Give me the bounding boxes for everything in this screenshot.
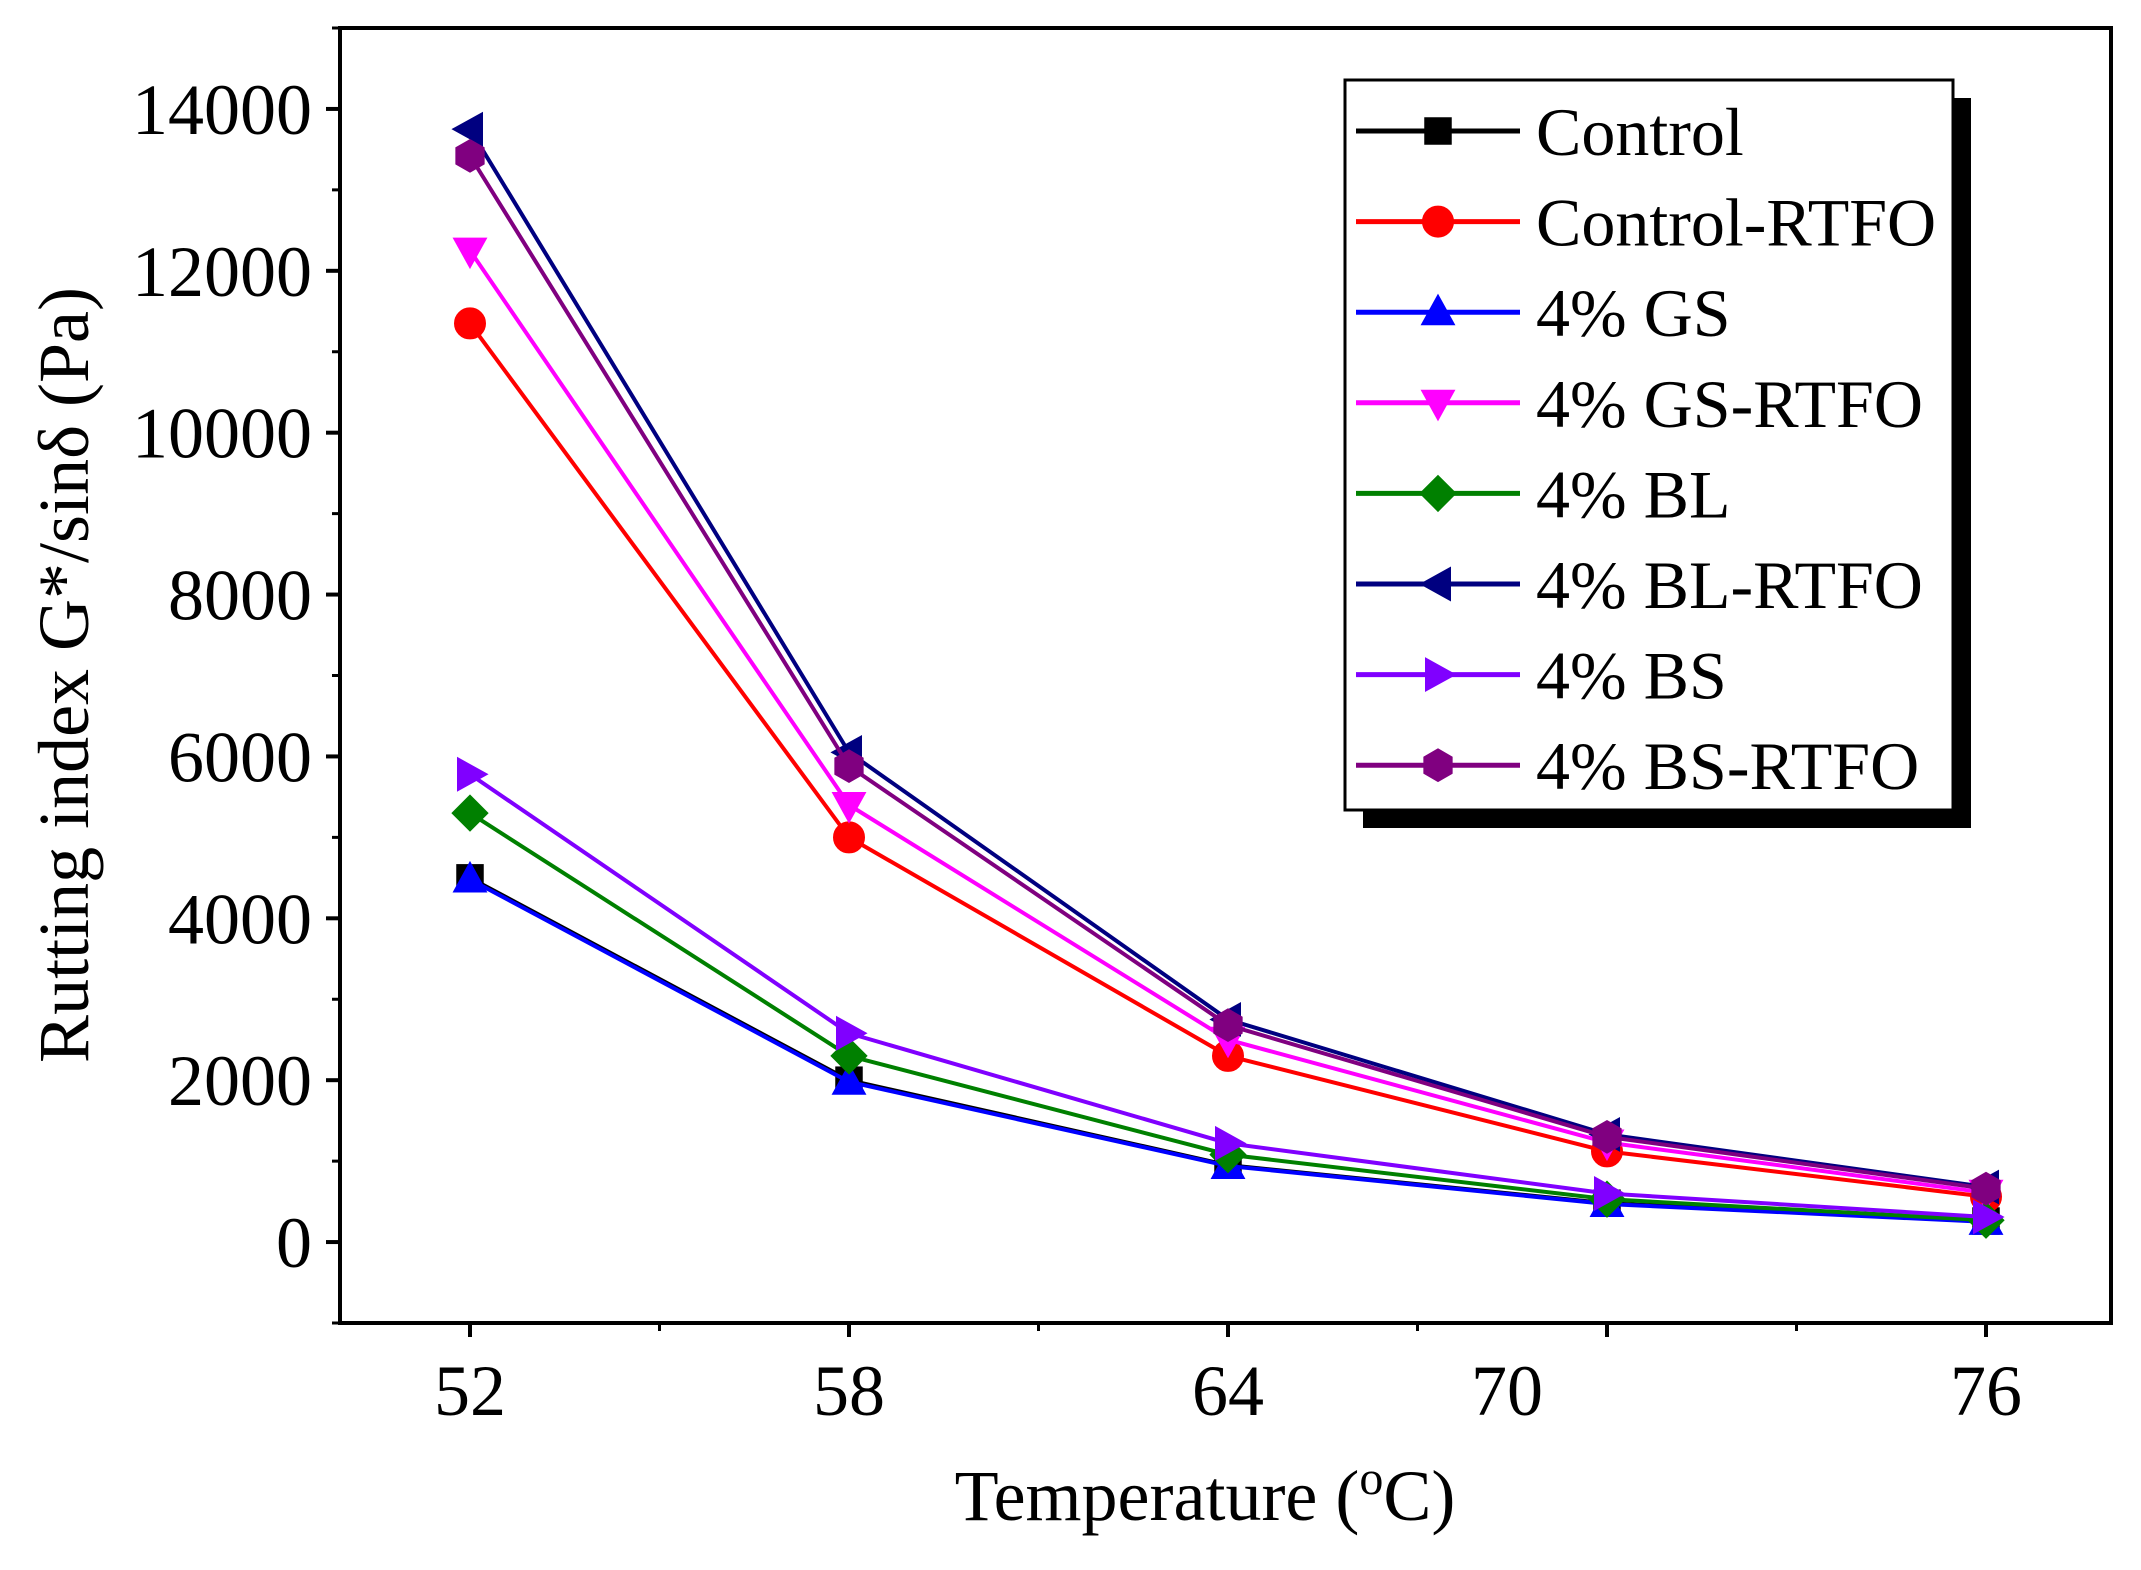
axis-labels: Temperature (oC) Rutting index G*/sinδ (… xyxy=(24,287,1455,1536)
y-tick-label: 12000 xyxy=(132,232,312,312)
data-point xyxy=(1213,1008,1243,1043)
legend-marker xyxy=(1420,293,1456,326)
legend-item: 4% BL xyxy=(1356,456,1731,532)
legend-marker xyxy=(1422,205,1454,238)
legend-label: 4% GS-RTFO xyxy=(1536,366,1923,442)
legend-marker xyxy=(1419,566,1451,602)
data-point xyxy=(457,756,489,792)
data-point xyxy=(1215,1125,1247,1161)
y-tick-label: 6000 xyxy=(168,717,312,797)
data-point xyxy=(452,237,488,270)
series-layer xyxy=(451,111,2005,1239)
x-axis-title: Temperature (oC) xyxy=(955,1452,1456,1536)
y-tick-label: 2000 xyxy=(168,1041,312,1121)
legend-marker xyxy=(1420,389,1456,422)
legend-label: 4% BL xyxy=(1536,456,1731,532)
data-point xyxy=(831,1063,867,1095)
legend-box xyxy=(1343,78,1955,812)
legend-label: 4% BS xyxy=(1536,638,1727,714)
y-axis-title: Rutting index G*/sinδ (Pa) xyxy=(24,287,104,1063)
legend-marker xyxy=(1423,748,1453,783)
legend-marker xyxy=(1419,474,1457,513)
legend-label: 4% BS-RTFO xyxy=(1536,728,1919,804)
legend-item: 4% GS-RTFO xyxy=(1356,366,1923,442)
data-point xyxy=(831,792,867,824)
legend-marker xyxy=(1424,117,1452,145)
legend-label: 4% GS xyxy=(1536,275,1731,351)
y-tick-label: 8000 xyxy=(168,556,312,636)
data-point xyxy=(1971,1171,2001,1206)
legend-item: 4% BS-RTFO xyxy=(1356,728,1919,804)
x-tick-label: 64 xyxy=(1192,1351,1264,1431)
legend-item: Control xyxy=(1356,94,1744,170)
data-point xyxy=(454,307,486,340)
data-point xyxy=(1973,1199,2005,1235)
data-point xyxy=(452,860,488,893)
legend-item: 4% BL-RTFO xyxy=(1356,547,1923,623)
data-point xyxy=(1594,1176,1626,1211)
legend-marker xyxy=(1425,657,1457,693)
y-tick-label: 4000 xyxy=(168,879,312,959)
data-point xyxy=(834,749,864,784)
data-point xyxy=(833,821,865,854)
series-4pct-bs-rtfo xyxy=(455,138,2001,1206)
x-tick-label: 76 xyxy=(1950,1351,2022,1431)
legend-item: 4% GS xyxy=(1356,275,1731,351)
data-point xyxy=(455,138,485,173)
y-tick-label: 14000 xyxy=(132,70,312,150)
axes: 0 2000 4000 6000 8000 10000 12000 14000 52 58 64 70… xyxy=(132,26,2113,1431)
x-tick-label: 70 xyxy=(1471,1351,1543,1431)
legend-item: 4% BS xyxy=(1356,638,1727,714)
y-tick-label: 10000 xyxy=(132,394,312,474)
x-tick-label: 52 xyxy=(434,1351,506,1431)
legend-label: Control xyxy=(1536,94,1744,170)
x-tick-label: 58 xyxy=(813,1351,885,1431)
legend-label: 4% BL-RTFO xyxy=(1536,547,1923,623)
data-point xyxy=(451,111,483,147)
y-tick-label: 0 xyxy=(276,1203,312,1283)
data-point xyxy=(836,1015,868,1051)
legend-label: Control-RTFO xyxy=(1536,185,1936,261)
legend: Control Control-RTFO 4% GS 4% GS-RTFO 4% BL 4… xyxy=(1343,78,1971,828)
data-point xyxy=(1592,1119,1622,1154)
legend-item: Control-RTFO xyxy=(1356,185,1936,261)
series-4pct-bs xyxy=(457,756,2005,1235)
data-point xyxy=(451,794,489,832)
